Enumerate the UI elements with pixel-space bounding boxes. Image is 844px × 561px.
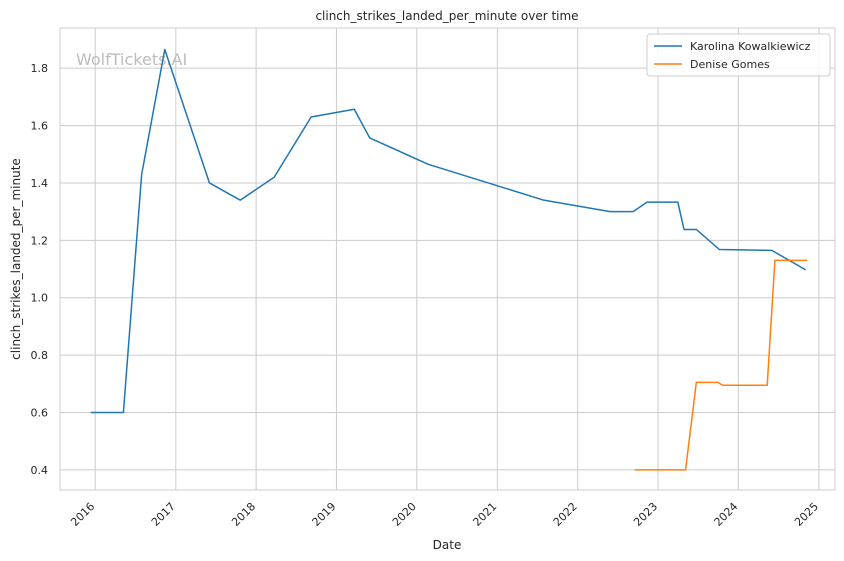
y-tick-label: 0.4 [31,464,49,477]
legend-label-karolina-kowalkiewicz: Karolina Kowalkiewicz [690,40,811,53]
grid-lines [60,28,835,490]
y-tick-labels: 0.4 0.6 0.8 1.0 1.2 1.4 1.6 1.8 [31,62,49,477]
y-tick-label: 1.0 [31,292,49,305]
y-tick-label: 1.4 [31,177,49,190]
x-axis-label: Date [433,538,462,552]
y-tick-label: 0.8 [31,349,49,362]
series-line-denise-gomes [634,259,808,471]
legend-box [646,33,831,77]
watermark-text: WolfTickets.AI [76,50,187,69]
plot-frame [59,27,836,491]
series-line-karolina-kowalkiewicz [90,48,807,414]
chart-title: clinch_strikes_landed_per_minute over ti… [315,9,578,23]
y-tick-label: 1.8 [31,62,49,75]
y-tick-label: 1.6 [31,120,49,133]
legend-label-denise-gomes: Denise Gomes [690,58,770,71]
series-layer [90,48,808,471]
y-axis-label: clinch_strikes_landed_per_minute [9,158,23,360]
y-tick-label: 0.6 [31,407,49,420]
legend: Karolina Kowalkiewicz Denise Gomes [646,33,831,77]
y-tick-label: 1.2 [31,234,49,247]
